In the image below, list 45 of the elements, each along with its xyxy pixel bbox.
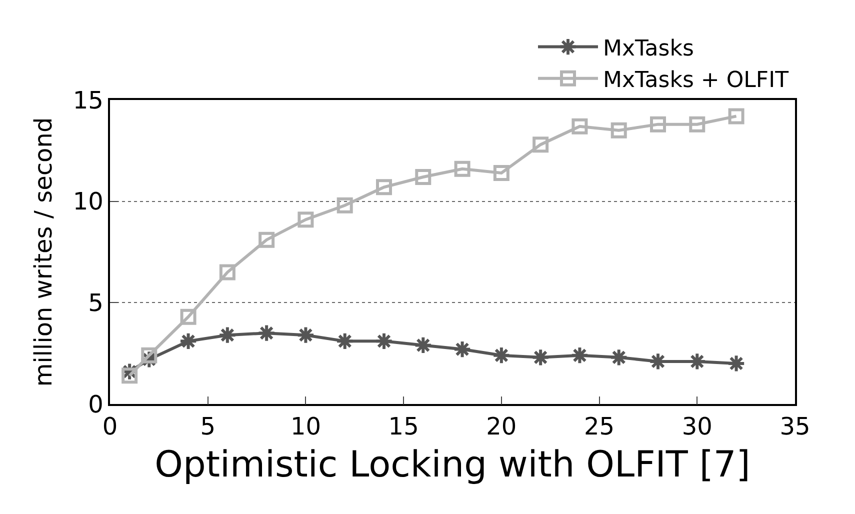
x-tick-label: 30 [682, 412, 712, 441]
point [296, 326, 316, 344]
point [493, 164, 510, 181]
point [219, 264, 236, 280]
point [610, 122, 627, 138]
point [572, 118, 588, 134]
point [610, 348, 628, 367]
point [689, 116, 706, 132]
point [141, 347, 158, 364]
x-tick-label: 25 [584, 412, 615, 441]
point [452, 340, 472, 359]
point [218, 326, 237, 344]
point [336, 332, 354, 350]
y-axis-title: million writes / second [30, 117, 58, 387]
point [298, 212, 314, 228]
point [336, 197, 353, 214]
legend-label: MxTasks [603, 36, 694, 62]
point [180, 308, 196, 325]
point [415, 169, 432, 186]
point [726, 354, 746, 373]
point [492, 346, 511, 365]
x-tick-label: 15 [388, 412, 419, 441]
legend-label: MxTasks + OLFIT [603, 68, 790, 93]
point [454, 160, 470, 177]
point [532, 136, 549, 153]
point [728, 108, 744, 124]
x-tick-label: 5 [200, 412, 216, 441]
point [650, 116, 666, 132]
point [257, 324, 276, 342]
point [258, 232, 275, 248]
y-tick-label: 0 [88, 390, 104, 418]
x-tick-label: 20 [486, 412, 517, 441]
point [376, 179, 392, 196]
point [414, 336, 432, 355]
point [374, 332, 394, 350]
x-axis-title: Optimistic Locking with OLFIT [7] [154, 444, 750, 486]
point [122, 368, 138, 384]
point [531, 348, 550, 367]
point [570, 346, 590, 365]
point [178, 332, 198, 350]
x-tick-label: 35 [780, 412, 810, 441]
y-tick-label: 15 [72, 86, 104, 114]
x-tick-label: 10 [290, 412, 321, 441]
y-tick-label: 5 [88, 289, 104, 318]
y-tick-label: 10 [72, 188, 104, 216]
